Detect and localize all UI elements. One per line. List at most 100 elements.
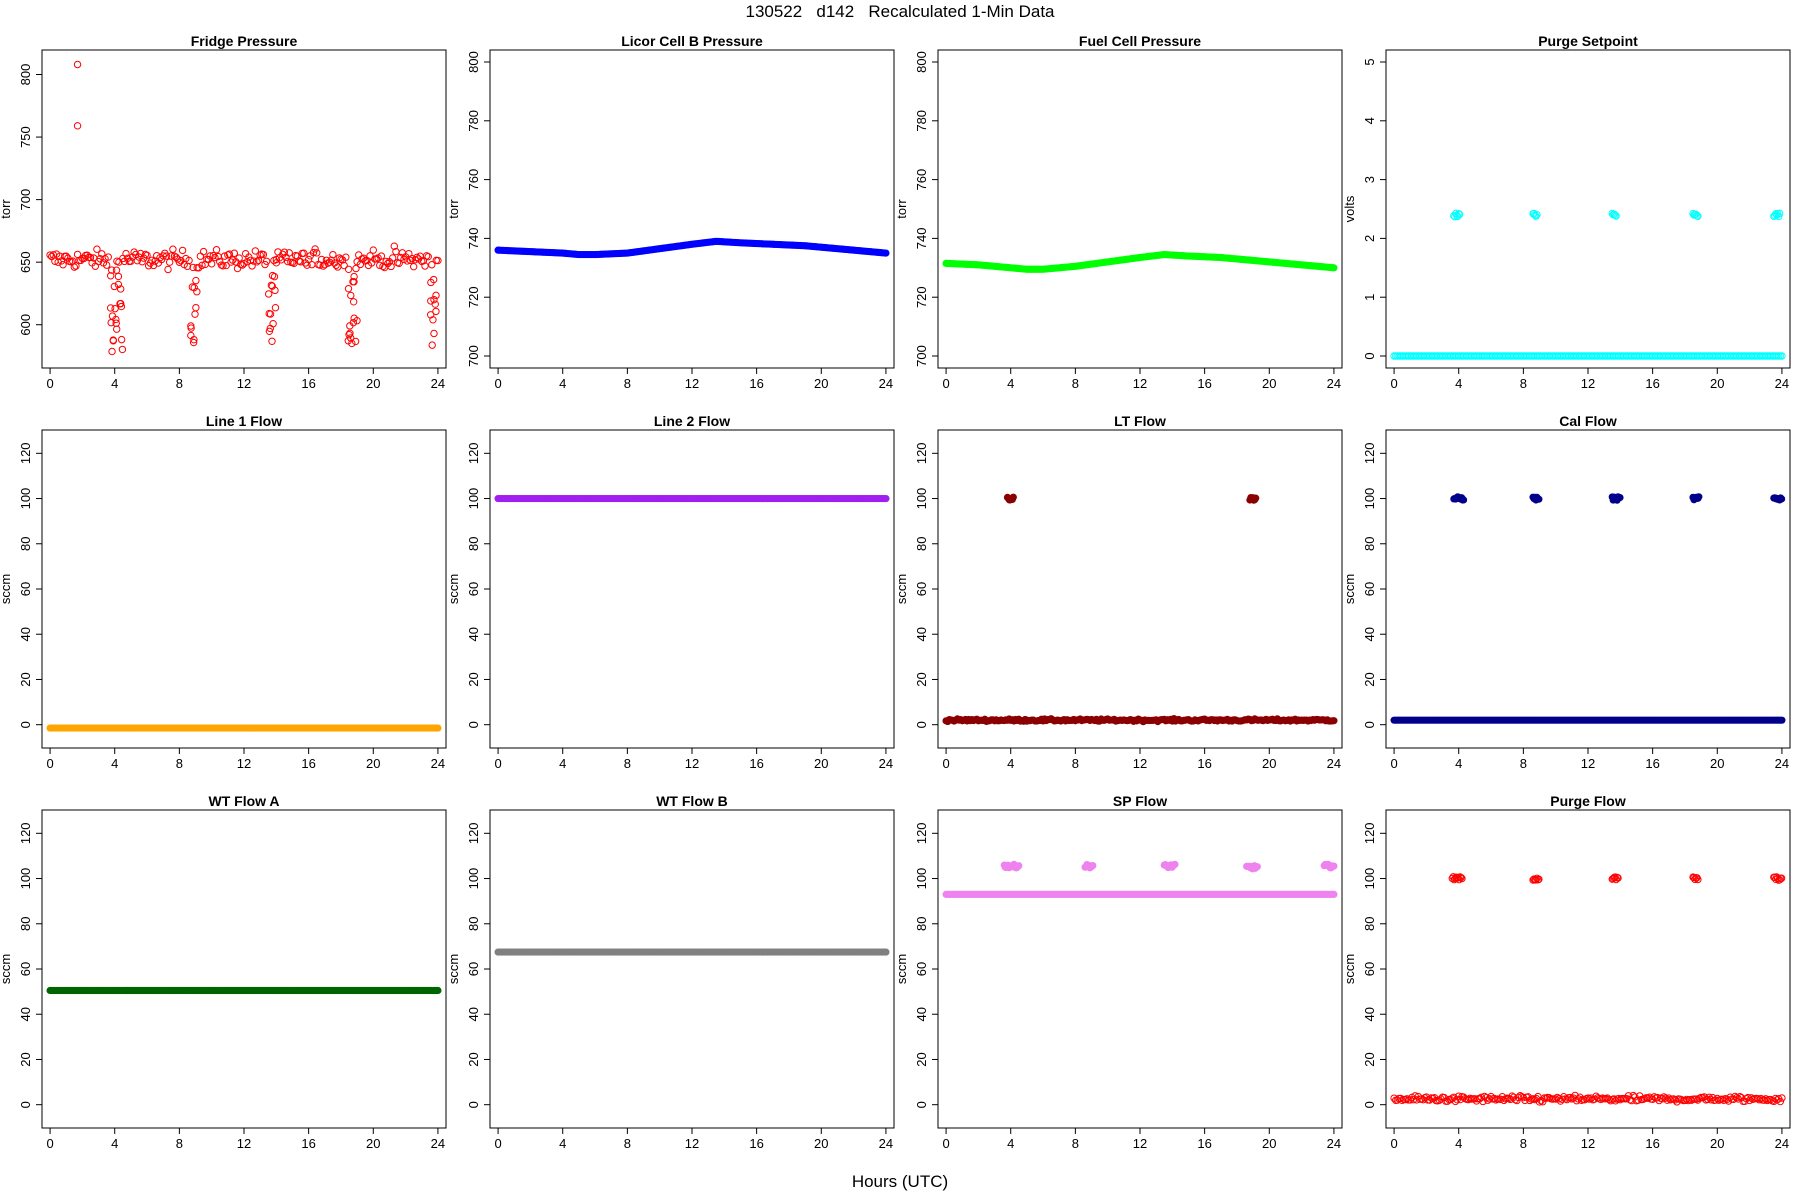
y-axis-label: sccm	[894, 954, 909, 984]
data-point	[189, 263, 197, 272]
data-point	[190, 283, 198, 292]
panel-title: SP Flow	[1113, 793, 1167, 809]
data-point	[1533, 211, 1541, 219]
data-point	[1774, 212, 1783, 221]
data-point	[164, 265, 172, 274]
x-tick-label: 24	[879, 376, 893, 391]
y-tick-label: 100	[466, 488, 481, 510]
series-points	[46, 60, 442, 356]
data-point	[1693, 874, 1701, 882]
data-point	[1777, 495, 1786, 503]
data-point	[1566, 1093, 1574, 1102]
x-tick-label: 8	[176, 1136, 183, 1151]
data-point	[406, 256, 415, 265]
data-point	[1694, 875, 1702, 884]
x-tick-label: 16	[301, 376, 315, 391]
series-points	[46, 724, 442, 732]
x-tick-label: 8	[624, 1136, 631, 1151]
y-tick-label: 40	[466, 1007, 481, 1021]
y-tick-label: 720	[466, 286, 481, 308]
data-point	[230, 249, 239, 257]
y-tick-label: 120	[466, 822, 481, 844]
data-point	[73, 60, 82, 69]
y-tick-label: 0	[466, 1101, 481, 1108]
data-point	[219, 262, 227, 270]
x-tick-label: 16	[749, 756, 763, 771]
x-tick-label: 0	[494, 1136, 501, 1151]
x-tick-label: 4	[111, 1136, 118, 1151]
data-point	[1691, 875, 1699, 884]
data-point	[349, 298, 358, 306]
y-tick-label: 20	[18, 672, 33, 686]
panel-title: Cal Flow	[1559, 413, 1617, 429]
x-tick-label: 4	[559, 376, 566, 391]
data-point	[227, 258, 235, 266]
y-tick-label: 120	[18, 822, 33, 844]
panel-8: Cal Flow 0 20 40 60 80 100 120 0 4 8 12 16 20 24 sccm	[1342, 413, 1791, 771]
x-tick-label: 24	[1775, 756, 1789, 771]
data-point	[1613, 873, 1621, 882]
panel-1: Fridge Pressure 600 650 700 750 800 0 4 8 12 16 20 2…	[0, 33, 447, 391]
data-point	[117, 302, 126, 311]
plot-frame	[1385, 809, 1791, 1129]
x-tick-label: 12	[237, 756, 251, 771]
x-tick-label: 20	[1710, 756, 1724, 771]
data-point	[421, 262, 429, 270]
x-tick-label: 24	[879, 1136, 893, 1151]
x-tick-label: 0	[494, 376, 501, 391]
data-point	[1457, 873, 1465, 882]
y-tick-label: 60	[914, 962, 929, 976]
data-point	[167, 252, 175, 260]
y-tick-label: 100	[1362, 488, 1377, 510]
y-tick-label: 40	[18, 627, 33, 641]
data-point	[311, 245, 319, 253]
x-tick-label: 16	[1645, 1136, 1659, 1151]
y-tick-label: 800	[18, 64, 33, 86]
y-tick-label: 100	[1362, 868, 1377, 890]
x-tick-label: 8	[624, 756, 631, 771]
data-point	[1616, 494, 1624, 502]
data-point	[1692, 210, 1700, 218]
panel-10: WT Flow B 0 20 40 60 80 100 120 0 4 8 12 16 20 24 sccm	[446, 793, 895, 1151]
data-point	[1458, 874, 1466, 883]
plot-frame	[937, 429, 1343, 749]
x-tick-label: 0	[1390, 1136, 1397, 1151]
data-point	[109, 337, 118, 345]
data-point	[317, 255, 326, 264]
y-tick-label: 80	[466, 537, 481, 551]
x-tick-label: 8	[176, 376, 183, 391]
data-point	[434, 986, 442, 995]
x-tick-label: 4	[1455, 1136, 1462, 1151]
y-axis-label: sccm	[0, 954, 13, 984]
data-point	[207, 260, 216, 268]
y-tick-label: 740	[466, 228, 481, 250]
y-tick-label: 100	[914, 868, 929, 890]
data-point	[1171, 860, 1179, 868]
data-point	[346, 334, 355, 342]
y-axis-label: sccm	[1342, 954, 1357, 984]
x-tick-label: 20	[366, 376, 380, 391]
data-point	[118, 345, 127, 354]
data-point	[107, 272, 115, 280]
data-point	[271, 304, 280, 312]
y-tick-label: 740	[914, 228, 929, 250]
data-point	[351, 337, 360, 346]
data-point	[1732, 1094, 1741, 1102]
data-point	[1775, 209, 1784, 218]
panel-title: WT Flow A	[208, 793, 279, 809]
data-point	[73, 122, 82, 130]
x-tick-label: 24	[431, 1136, 445, 1151]
plot-frame	[41, 49, 447, 369]
panel-12: Purge Flow 0 20 40 60 80 100 120 0 4 8 12 16 20 24 sccm	[1342, 793, 1791, 1151]
data-point	[1762, 1095, 1770, 1103]
y-tick-label: 20	[1362, 1052, 1377, 1066]
data-point	[1585, 1095, 1594, 1103]
panel-title: Fuel Cell Pressure	[1079, 33, 1201, 49]
data-point	[116, 285, 125, 293]
plot-frame	[937, 49, 1343, 369]
series-points	[1390, 873, 1786, 1106]
x-tick-label: 16	[749, 1136, 763, 1151]
data-point	[271, 286, 279, 295]
data-point	[111, 304, 119, 313]
data-point	[192, 303, 200, 312]
